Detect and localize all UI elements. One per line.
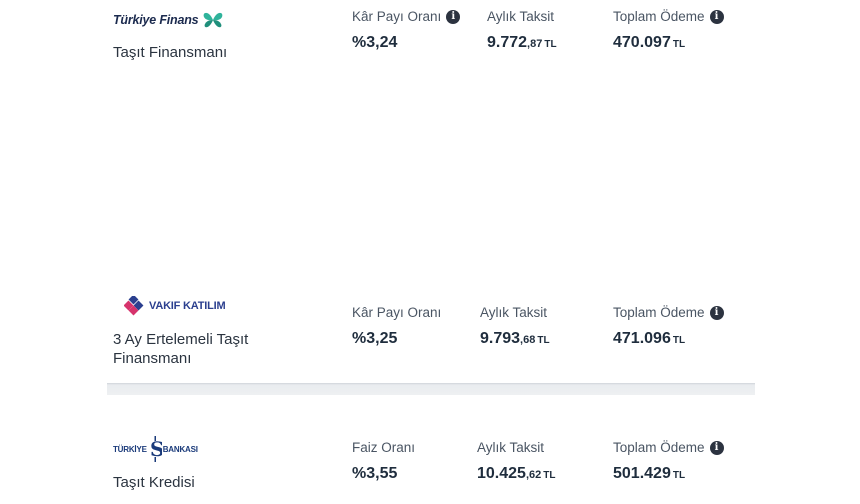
monthly-label: Aylık Taksit: [487, 9, 555, 24]
bank-name: Türkiye Finans: [113, 13, 199, 27]
info-circle-icon[interactable]: i: [446, 9, 461, 24]
rate-value: %3,24: [352, 34, 398, 51]
info-circle-icon[interactable]: i: [709, 440, 724, 455]
bank-name-right: BANKASI: [162, 444, 198, 454]
section-divider: [107, 383, 755, 395]
is-bankasi-s-icon: S: [150, 436, 162, 462]
total-value: 501.429 TL: [613, 465, 686, 482]
monthly-value: 9.772,87 TL: [487, 34, 557, 51]
monthly-column: Aylık Taksit 9.772,87 TL: [487, 9, 557, 52]
vakif-katilim-diamond-icon: [124, 296, 144, 316]
monthly-column: Aylık Taksit 9.793,68 TL: [480, 305, 550, 348]
monthly-label: Aylık Taksit: [477, 440, 545, 455]
is-bankasi-logo: TÜRKİYE S BANKASI: [113, 436, 198, 462]
svg-text:S: S: [150, 437, 162, 461]
info-circle-icon[interactable]: i: [709, 305, 724, 320]
total-column: Toplam Ödeme i 501.429 TL: [613, 440, 724, 483]
total-value: 471.096 TL: [613, 330, 686, 347]
rate-value: %3,55: [352, 465, 398, 482]
rate-column: Kâr Payı Oranı %3,25: [352, 305, 441, 348]
turkiye-finans-leaf-icon: [204, 12, 223, 28]
total-label: Toplam Ödeme i: [613, 305, 724, 320]
total-value: 470.097 TL: [613, 34, 686, 51]
rate-label: Kâr Payı Oranı: [352, 305, 442, 320]
total-column: Toplam Ödeme i 470.097 TL: [613, 9, 724, 52]
rate-label: Faiz Oranı: [352, 440, 416, 455]
vakif-katilim-logo: VAKIF KATILIM: [124, 296, 226, 316]
bank-name: VAKIF KATILIM: [149, 300, 226, 312]
rate-column: Kâr Payı Oranı i %3,24: [352, 9, 461, 52]
rate-column: Faiz Oranı %3,55: [352, 440, 415, 483]
total-label: Toplam Ödeme i: [613, 440, 724, 455]
total-column: Toplam Ödeme i 471.096 TL: [613, 305, 724, 348]
monthly-value: 9.793,68 TL: [480, 330, 550, 347]
product-name: 3 Ay Ertelemeli Taşıt Finansmanı: [113, 331, 249, 367]
total-label: Toplam Ödeme i: [613, 9, 724, 24]
rate-label: Kâr Payı Oranı i: [352, 9, 461, 24]
monthly-label: Aylık Taksit: [480, 305, 548, 320]
monthly-value: 10.425,62 TL: [477, 465, 556, 482]
info-circle-icon[interactable]: i: [709, 9, 724, 24]
bank-name-left: TÜRKİYE: [113, 444, 147, 454]
product-name: Taşıt Kredisi: [113, 474, 195, 491]
rate-value: %3,25: [352, 330, 398, 347]
turkiye-finans-logo: Türkiye Finans: [113, 8, 226, 32]
product-name: Taşıt Finansmanı: [113, 44, 228, 61]
monthly-column: Aylık Taksit 10.425,62 TL: [477, 440, 555, 483]
